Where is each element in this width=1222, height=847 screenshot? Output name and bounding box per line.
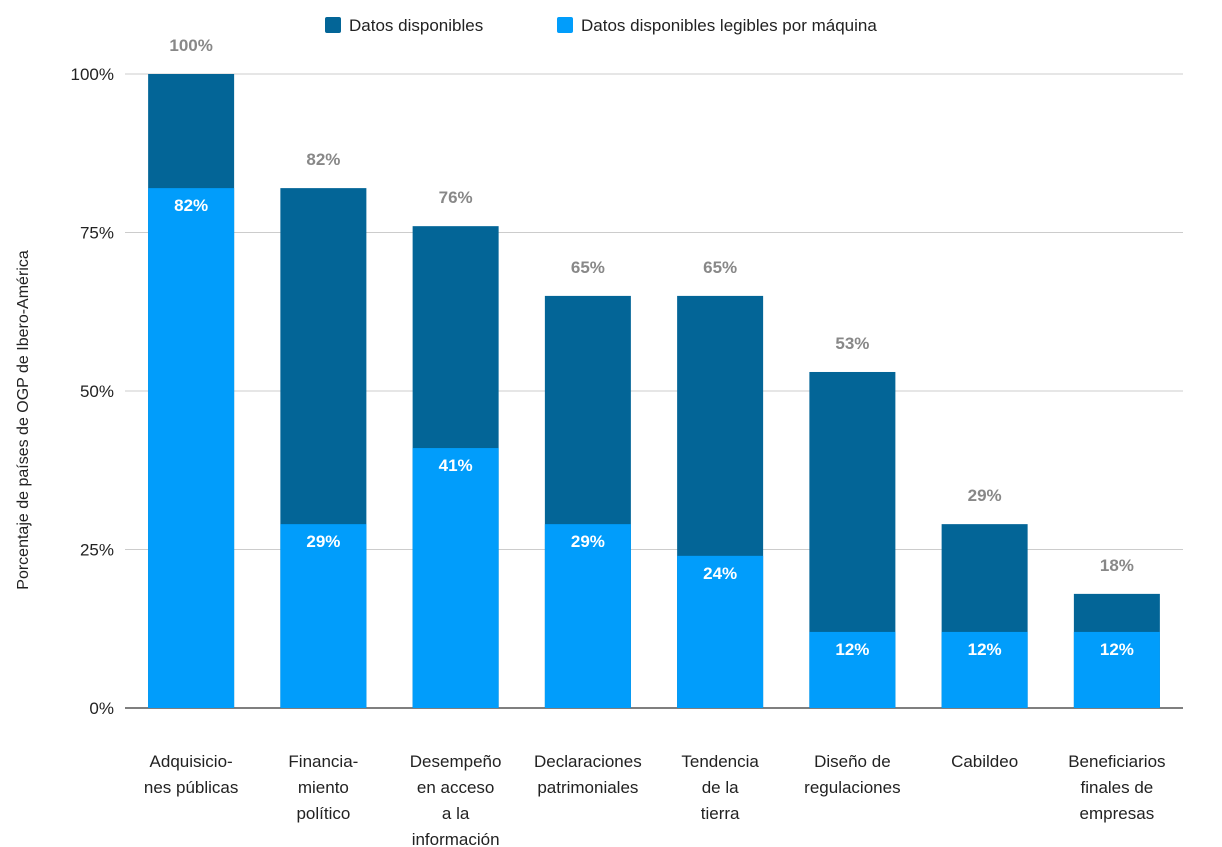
y-tick-label: 25%	[80, 541, 114, 560]
machine-readable-data-label: 41%	[439, 456, 473, 475]
bar-datos-legibles	[544, 524, 631, 708]
machine-readable-data-label: 12%	[835, 640, 869, 659]
legend-item-datos-disponibles: Datos disponibles	[349, 16, 483, 35]
total-data-label: 100%	[169, 36, 212, 55]
legend-item-datos-legibles: Datos disponibles legibles por máquina	[581, 16, 877, 35]
total-data-label: 65%	[703, 258, 737, 277]
y-tick-label: 75%	[80, 224, 114, 243]
machine-readable-data-label: 29%	[306, 532, 340, 551]
total-data-label: 76%	[439, 188, 473, 207]
y-tick-label: 50%	[80, 382, 114, 401]
x-category-label: Tendencia de la tierra	[681, 752, 759, 823]
legend: Datos disponibles Datos disponibles legib…	[325, 16, 877, 35]
x-category-label: Desempeño en acceso a la información	[410, 752, 502, 847]
legend-swatch	[557, 17, 573, 33]
bar-datos-legibles	[412, 448, 499, 708]
total-data-label: 29%	[968, 486, 1002, 505]
bar-datos-legibles	[941, 631, 1028, 708]
bar-datos-legibles	[677, 555, 764, 708]
y-axis-ticks: 0% 25% 50% 75% 100%	[71, 65, 114, 718]
x-category-label: Beneficiarios finales de empresas	[1068, 752, 1165, 823]
total-data-label: 18%	[1100, 556, 1134, 575]
bars: 100% 82% 82% 29% 76% 41% 65% 29% 65% 24% 53% 12% 29%…	[148, 36, 1160, 708]
bar-datos-legibles	[1073, 631, 1160, 708]
bar-datos-legibles	[148, 188, 235, 708]
machine-readable-data-label: 29%	[571, 532, 605, 551]
total-data-label: 65%	[571, 258, 605, 277]
machine-readable-data-label: 12%	[968, 640, 1002, 659]
machine-readable-data-label: 82%	[174, 196, 208, 215]
machine-readable-data-label: 24%	[703, 564, 737, 583]
bar-datos-legibles	[809, 631, 896, 708]
x-axis-labels: Adquisicio-nes públicas Financia-miento po…	[144, 752, 1166, 847]
total-data-label: 82%	[306, 150, 340, 169]
y-tick-label: 100%	[71, 65, 114, 84]
total-data-label: 53%	[835, 334, 869, 353]
x-category-label: Diseño de regulaciones	[804, 752, 900, 797]
legend-swatch	[325, 17, 341, 33]
x-category-label: Cabildeo	[951, 752, 1018, 771]
x-category-label: Declaraciones patrimoniales	[534, 752, 642, 797]
x-category-label: Adquisicio-nes públicas	[144, 752, 239, 797]
y-axis-label: Porcentaje de países de OGP de Ibero-Amé…	[15, 250, 32, 590]
y-tick-label: 0%	[89, 699, 114, 718]
x-category-label: Financia-miento político	[288, 752, 358, 823]
machine-readable-data-label: 12%	[1100, 640, 1134, 659]
bar-datos-legibles	[280, 524, 367, 708]
